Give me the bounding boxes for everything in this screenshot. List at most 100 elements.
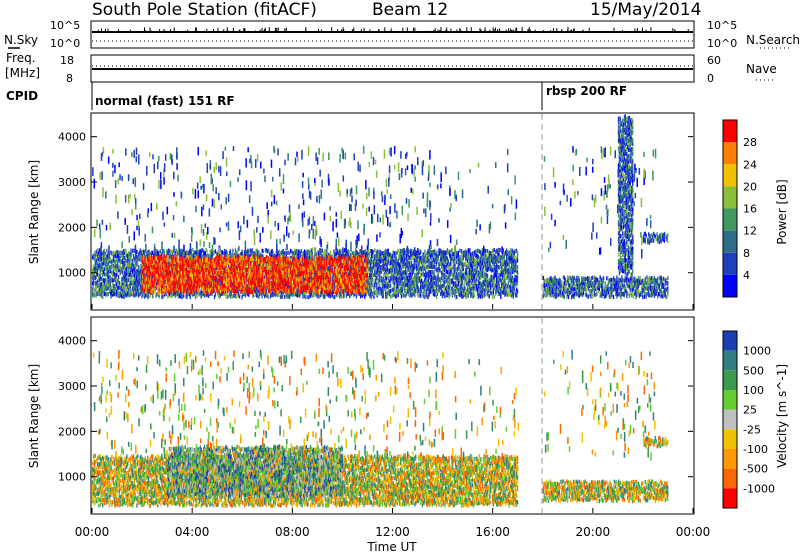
data-cell bbox=[104, 251, 106, 256]
data-cell bbox=[127, 278, 129, 283]
data-cell bbox=[156, 249, 158, 254]
data-cell bbox=[140, 250, 142, 255]
data-cell bbox=[134, 280, 136, 286]
data-cell bbox=[402, 281, 404, 286]
data-cell bbox=[135, 277, 137, 282]
data-cell bbox=[155, 293, 157, 298]
data-cell bbox=[446, 270, 449, 275]
data-cell bbox=[156, 292, 158, 297]
data-cell bbox=[168, 249, 171, 254]
data-cell bbox=[182, 293, 185, 298]
data-cell bbox=[133, 256, 136, 261]
data-cell bbox=[141, 256, 143, 261]
data-cell bbox=[143, 292, 146, 297]
data-cell bbox=[131, 262, 133, 267]
data-cell bbox=[163, 280, 166, 285]
data-cell bbox=[125, 293, 127, 298]
data-cell bbox=[98, 273, 101, 278]
data-cell bbox=[130, 263, 132, 268]
data-cell bbox=[194, 285, 197, 290]
data-cell bbox=[92, 255, 95, 260]
data-cell bbox=[449, 249, 451, 254]
data-cell bbox=[227, 294, 229, 299]
data-cell bbox=[369, 283, 371, 288]
data-cell bbox=[110, 265, 112, 270]
data-cell bbox=[108, 283, 111, 289]
data-cell bbox=[190, 275, 192, 280]
data-cell bbox=[156, 278, 158, 283]
data-cell bbox=[112, 250, 115, 255]
data-cell bbox=[434, 289, 436, 294]
cpid-label: CPID bbox=[6, 89, 38, 103]
data-cell bbox=[134, 270, 136, 275]
data-cell bbox=[185, 267, 187, 272]
data-cell bbox=[112, 292, 114, 297]
data-cell bbox=[175, 267, 177, 272]
data-cell bbox=[392, 250, 394, 255]
data-cell bbox=[118, 281, 121, 286]
data-cell bbox=[92, 253, 95, 258]
data-cell bbox=[148, 283, 151, 288]
data-cell bbox=[138, 277, 141, 282]
data-cell bbox=[138, 257, 141, 262]
data-cell bbox=[112, 292, 115, 297]
data-cell bbox=[92, 286, 95, 291]
data-cell bbox=[179, 284, 181, 289]
data-cell bbox=[437, 275, 439, 280]
data-cell bbox=[300, 249, 303, 254]
data-cell bbox=[123, 295, 126, 300]
data-cell bbox=[395, 294, 398, 299]
data-cell bbox=[100, 288, 102, 293]
date-title: 15/May/2014 bbox=[590, 0, 702, 20]
data-cell bbox=[127, 263, 130, 268]
data-cell bbox=[414, 258, 416, 263]
data-cell bbox=[92, 292, 95, 297]
data-cell bbox=[379, 274, 381, 279]
data-cell bbox=[94, 252, 96, 257]
data-cell bbox=[135, 268, 137, 273]
data-cell bbox=[129, 252, 131, 257]
data-cell bbox=[203, 253, 206, 259]
data-cell bbox=[146, 252, 148, 257]
data-cell bbox=[140, 273, 142, 278]
data-cell bbox=[122, 255, 125, 260]
data-cell bbox=[123, 280, 126, 285]
data-cell bbox=[95, 255, 97, 260]
data-cell bbox=[141, 270, 143, 275]
data-cell bbox=[103, 267, 106, 272]
data-cell bbox=[111, 270, 113, 275]
data-cell bbox=[119, 270, 121, 275]
data-cell bbox=[115, 253, 117, 258]
data-cell bbox=[197, 256, 199, 261]
data-cell bbox=[444, 279, 446, 284]
data-cell bbox=[181, 251, 183, 256]
data-cell bbox=[96, 249, 98, 254]
data-cell bbox=[93, 273, 96, 278]
data-cell bbox=[129, 281, 131, 286]
data-cell bbox=[110, 291, 112, 297]
data-cell bbox=[118, 285, 121, 290]
data-cell bbox=[182, 251, 184, 256]
data-cell bbox=[102, 260, 105, 265]
data-cell bbox=[92, 281, 94, 286]
data-cell bbox=[105, 261, 107, 266]
data-cell bbox=[102, 253, 105, 258]
data-cell bbox=[138, 251, 141, 256]
data-cell bbox=[106, 254, 108, 259]
data-cell bbox=[136, 283, 138, 289]
data-cell bbox=[183, 251, 186, 256]
data-cell bbox=[125, 253, 127, 258]
data-cell bbox=[131, 266, 133, 271]
data-cell bbox=[119, 292, 121, 297]
data-cell bbox=[152, 274, 154, 279]
data-cell bbox=[136, 292, 138, 297]
data-cell bbox=[120, 253, 122, 258]
data-cell bbox=[96, 272, 98, 277]
data-cell bbox=[154, 285, 156, 290]
data-cell bbox=[194, 250, 197, 255]
data-cell bbox=[337, 293, 339, 298]
data-cell bbox=[149, 293, 151, 298]
data-cell bbox=[186, 256, 188, 261]
data-cell bbox=[130, 275, 132, 280]
data-cell bbox=[99, 255, 101, 260]
